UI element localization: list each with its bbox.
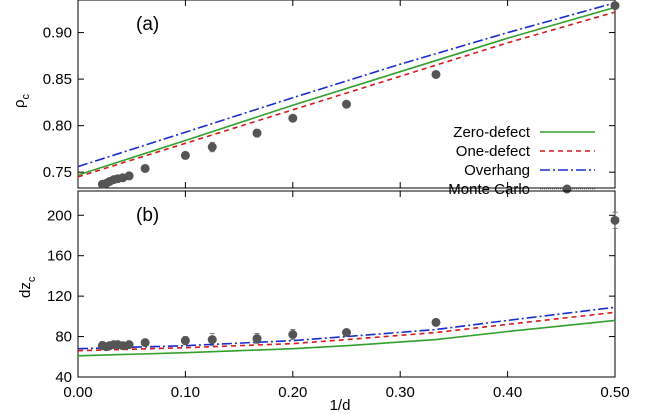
data-point-b-14 bbox=[610, 215, 620, 225]
legend-label-overhang: Overhang bbox=[464, 162, 530, 179]
x-tick-label-3: 0.30 bbox=[386, 384, 415, 401]
x-tick-label-0: 0.00 bbox=[63, 384, 92, 401]
x-tick-label-5: 0.50 bbox=[600, 384, 629, 401]
panel-a: (a) ρc 0.75 0.80 0.85 0.90 Zero-defect One-d… bbox=[11, 0, 620, 198]
data-point-b-10 bbox=[252, 334, 262, 344]
panel-b-series bbox=[77, 211, 620, 357]
data-point-a-6 bbox=[124, 171, 134, 181]
panel-b-frame bbox=[77, 190, 616, 378]
x-tick-label-1: 0.10 bbox=[171, 384, 200, 401]
series-line-zero-defect-b bbox=[77, 319, 616, 357]
data-point-a-12 bbox=[342, 99, 351, 109]
panel-b-label: (b) bbox=[136, 205, 159, 226]
data-point-a-14 bbox=[610, 1, 620, 11]
y-tick-label-a-2: 0.85 bbox=[43, 71, 72, 88]
y-tick-label-b-4: 200 bbox=[47, 207, 72, 224]
panel-a-ticks: 0.75 0.80 0.85 0.90 bbox=[43, 0, 616, 188]
panel-a-series bbox=[77, 1, 620, 189]
data-point-a-9 bbox=[207, 142, 217, 152]
legend: Zero-defect One-defect Overhang Monte Carlo bbox=[448, 124, 595, 198]
x-tick-label-2: 0.20 bbox=[278, 384, 307, 401]
data-point-b-7 bbox=[140, 338, 150, 348]
legend-label-zero-defect: Zero-defect bbox=[453, 124, 531, 141]
y-tick-label-b-2: 120 bbox=[47, 288, 72, 305]
data-point-a-13 bbox=[431, 69, 441, 79]
y-tick-label-b-0: 40 bbox=[55, 369, 72, 386]
legend-label-one-defect: One-defect bbox=[456, 143, 531, 160]
data-point-b-6 bbox=[124, 340, 134, 350]
y-tick-label-a-1: 0.80 bbox=[43, 118, 72, 135]
panel-b-ylabel: dzc bbox=[17, 276, 38, 298]
legend-swatch-monte-carlo bbox=[562, 184, 572, 194]
series-line-overhang-a bbox=[77, 2, 616, 168]
panel-a-ylabel: ρc bbox=[11, 93, 32, 108]
x-axis-label: 1/d bbox=[330, 397, 351, 414]
panel-b-ticks: 40 80 120 160 200 0.00 0.10 0.20 0.30 0.40 0.50 bbox=[47, 191, 630, 401]
data-point-b-11 bbox=[288, 330, 298, 340]
data-point-a-11 bbox=[288, 113, 298, 123]
data-point-b-8 bbox=[180, 336, 190, 346]
data-point-a-8 bbox=[180, 150, 190, 160]
series-line-one-defect-a bbox=[77, 11, 616, 178]
y-tick-label-a-0: 0.75 bbox=[43, 164, 72, 181]
panel-a-frame bbox=[77, 0, 616, 189]
data-point-a-10 bbox=[252, 128, 262, 138]
y-tick-label-a-3: 0.90 bbox=[43, 25, 72, 42]
data-point-b-12 bbox=[342, 328, 351, 338]
data-point-b-9 bbox=[207, 335, 217, 345]
x-tick-label-4: 0.40 bbox=[493, 384, 522, 401]
y-tick-label-b-1: 80 bbox=[55, 329, 72, 346]
panel-b: (b) dzc 1/d 40 80 120 160 200 0.00 0.10 0.20 0.3… bbox=[17, 190, 630, 414]
data-point-b-13 bbox=[431, 317, 441, 327]
legend-label-monte-carlo: Monte Carlo bbox=[448, 181, 530, 198]
panel-a-label: (a) bbox=[136, 14, 159, 35]
series-line-zero-defect-a bbox=[77, 6, 616, 176]
data-point-a-7 bbox=[140, 163, 150, 173]
y-tick-label-b-3: 160 bbox=[47, 248, 72, 265]
